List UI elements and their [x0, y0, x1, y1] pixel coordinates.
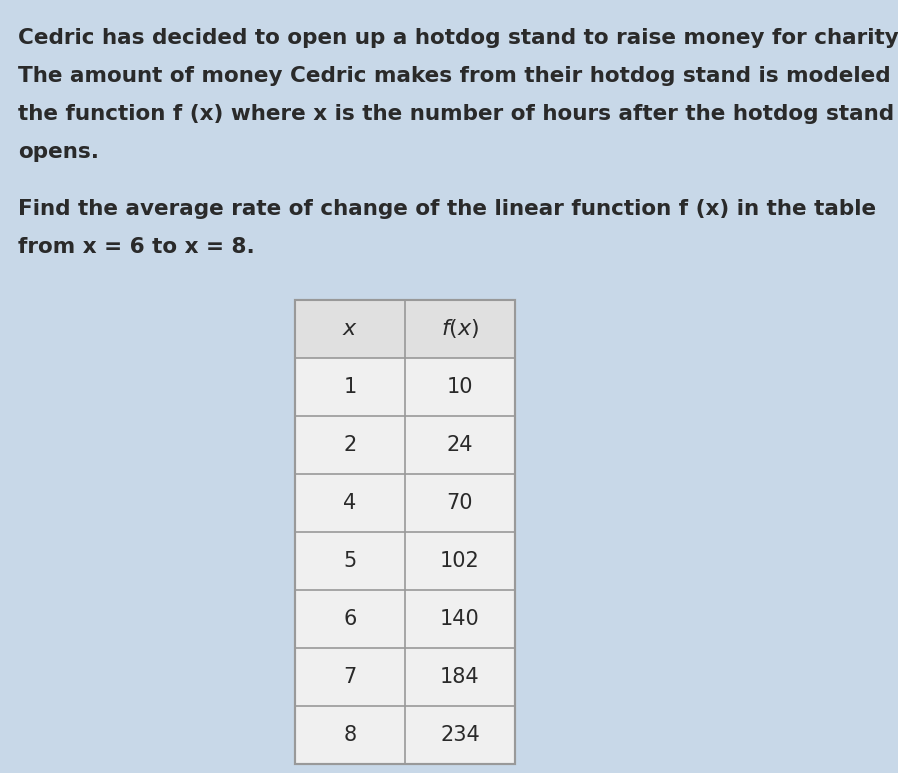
Text: $\it{f}$($\it{x}$): $\it{f}$($\it{x}$)	[441, 318, 480, 340]
Text: The amount of money Cedric makes from their hotdog stand is modeled by: The amount of money Cedric makes from th…	[18, 66, 898, 86]
Text: the function f (x) where x is the number of hours after the hotdog stand: the function f (x) where x is the number…	[18, 104, 894, 124]
Text: 140: 140	[440, 609, 480, 629]
Text: 4: 4	[343, 493, 357, 513]
Text: 6: 6	[343, 609, 357, 629]
Text: 2: 2	[343, 435, 357, 455]
Bar	[295, 300, 515, 764]
Text: 10: 10	[446, 377, 473, 397]
Text: 7: 7	[343, 667, 357, 687]
Text: Find the average rate of change of the linear function f (x) in the table: Find the average rate of change of the l…	[18, 199, 876, 219]
Bar	[295, 300, 515, 358]
Text: 8: 8	[343, 725, 357, 745]
Text: from x = 6 to x = 8.: from x = 6 to x = 8.	[18, 237, 255, 257]
Text: 184: 184	[440, 667, 480, 687]
Bar	[295, 300, 515, 764]
Text: 1: 1	[343, 377, 357, 397]
Text: 234: 234	[440, 725, 480, 745]
Text: 102: 102	[440, 551, 480, 571]
Text: 70: 70	[446, 493, 473, 513]
Text: $\it{x}$: $\it{x}$	[342, 319, 358, 339]
Text: 24: 24	[446, 435, 473, 455]
Text: Cedric has decided to open up a hotdog stand to raise money for charity.: Cedric has decided to open up a hotdog s…	[18, 28, 898, 48]
Text: opens.: opens.	[18, 142, 99, 162]
Text: 5: 5	[343, 551, 357, 571]
